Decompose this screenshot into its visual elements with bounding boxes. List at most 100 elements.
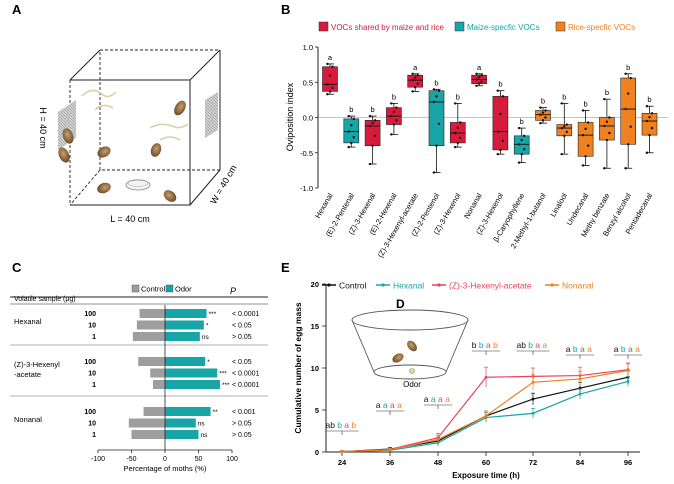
box-data-point	[454, 102, 457, 105]
box-data-point	[390, 102, 393, 105]
box-data-point	[328, 90, 332, 93]
cup-rim	[351, 309, 469, 331]
significance-letter: b	[605, 88, 609, 97]
box-data-point	[603, 97, 606, 101]
p-value: > 0.05	[232, 334, 252, 341]
box-data-point	[326, 93, 329, 96]
leaf-strip-icon	[81, 89, 117, 98]
right-mesh-screen	[205, 92, 218, 138]
significance-letter: b	[479, 340, 484, 350]
x-tick-label: -50	[126, 456, 136, 463]
x-tick-label: 100	[226, 456, 238, 463]
significance-letter: b	[371, 105, 375, 114]
legend-label: Odor	[175, 285, 192, 294]
significance-mark: ***	[222, 382, 230, 389]
box-data-point	[560, 102, 563, 105]
box-data-point	[477, 82, 481, 85]
box-data-point	[373, 134, 377, 138]
group-label: Hexanal	[14, 317, 42, 326]
significance-letter: a	[486, 340, 491, 350]
box-data-point	[475, 84, 478, 87]
significance-mark: ns	[202, 334, 210, 341]
box-data-point	[373, 119, 377, 122]
y-tick-label: -0.5	[300, 149, 313, 158]
significance-letter: a	[328, 53, 333, 62]
significance-letter: a	[614, 344, 619, 354]
legend-swatch	[555, 21, 566, 32]
box-data-point	[432, 100, 436, 104]
box-data-point	[454, 145, 457, 149]
box-data-point	[581, 164, 585, 167]
box-data-point	[352, 117, 355, 121]
control-bar	[138, 357, 165, 366]
p-value: < 0.0001	[232, 311, 260, 318]
box-data-point	[539, 113, 542, 116]
dose-label: 1	[92, 432, 96, 439]
significance-letter: a	[587, 344, 592, 354]
box-data-point	[520, 152, 523, 156]
box-data-point	[541, 119, 545, 122]
y-tick-label: 0	[315, 448, 319, 457]
panel-a-cage-diagram: A H = 40 cm L = 40 cm W = 40	[12, 2, 239, 224]
box-data-point	[352, 136, 355, 139]
box-data-point	[565, 130, 568, 134]
odor-bar	[165, 430, 199, 439]
y-tick-label: 0.5	[303, 78, 313, 87]
box-data-point	[603, 167, 606, 170]
box-data-point	[459, 121, 462, 124]
data-point	[484, 414, 488, 418]
series-line	[341, 376, 629, 453]
box-data-point	[518, 161, 521, 164]
box-data-point	[331, 65, 334, 68]
significance-letter: b	[520, 117, 524, 126]
odor-bar	[165, 320, 204, 330]
box-data-point	[371, 144, 374, 147]
odor-bar	[165, 418, 196, 428]
length-label: L = 40 cm	[110, 214, 149, 224]
box-data-point	[624, 107, 627, 111]
legend-label: Hexanal	[393, 281, 424, 291]
box-data-point	[541, 111, 545, 114]
significance-letter: a	[542, 340, 547, 350]
cup-base	[373, 364, 447, 380]
box-data-point	[650, 126, 654, 130]
significance-letter: a	[383, 400, 388, 410]
box-data-point	[437, 89, 441, 92]
y-tick-label: 10	[311, 364, 319, 373]
box-data-point	[395, 106, 398, 109]
significance-letter: a	[535, 340, 540, 350]
box-data-point	[437, 122, 441, 126]
box-data-point	[411, 72, 414, 75]
odor-label: Odor	[403, 380, 421, 389]
box-data-point	[518, 126, 521, 130]
box-data-point	[627, 143, 630, 146]
panel-c-legend: Control Odor	[131, 285, 192, 294]
odor-bar	[165, 357, 206, 366]
x-tick-label: 48	[434, 458, 442, 467]
data-point	[388, 448, 392, 452]
legend-marker	[437, 283, 441, 287]
moth-icon	[97, 146, 111, 158]
significance-mark: ns	[198, 421, 206, 428]
box-data-point	[544, 109, 547, 112]
significance-letter: a	[424, 394, 429, 404]
dose-label: 10	[88, 323, 96, 330]
significance-letter: a	[635, 344, 640, 354]
panel-b-boxes: a b b b a b b a b b b b b b b b	[322, 53, 658, 174]
significance-mark: ***	[219, 371, 227, 378]
box-data-point	[331, 86, 334, 90]
x-tick-label: -100	[91, 456, 105, 463]
data-point	[531, 380, 535, 384]
panel-e-legend: Control Hexanal (Z)-3-Hexenyl-acetate Nonan…	[322, 281, 594, 291]
significance-letter: b	[626, 63, 630, 72]
box-data-point	[605, 138, 609, 142]
x-tick-label: 24	[338, 458, 347, 467]
box-iqr	[343, 118, 360, 144]
box-data-point	[499, 148, 502, 152]
box-data-point	[475, 72, 478, 75]
significance-mark: *	[207, 359, 210, 366]
x-tick-label: 60	[482, 458, 490, 467]
significance-letter: a	[580, 344, 585, 354]
panel-e-series	[340, 362, 630, 453]
significance-mark: *	[206, 323, 209, 330]
